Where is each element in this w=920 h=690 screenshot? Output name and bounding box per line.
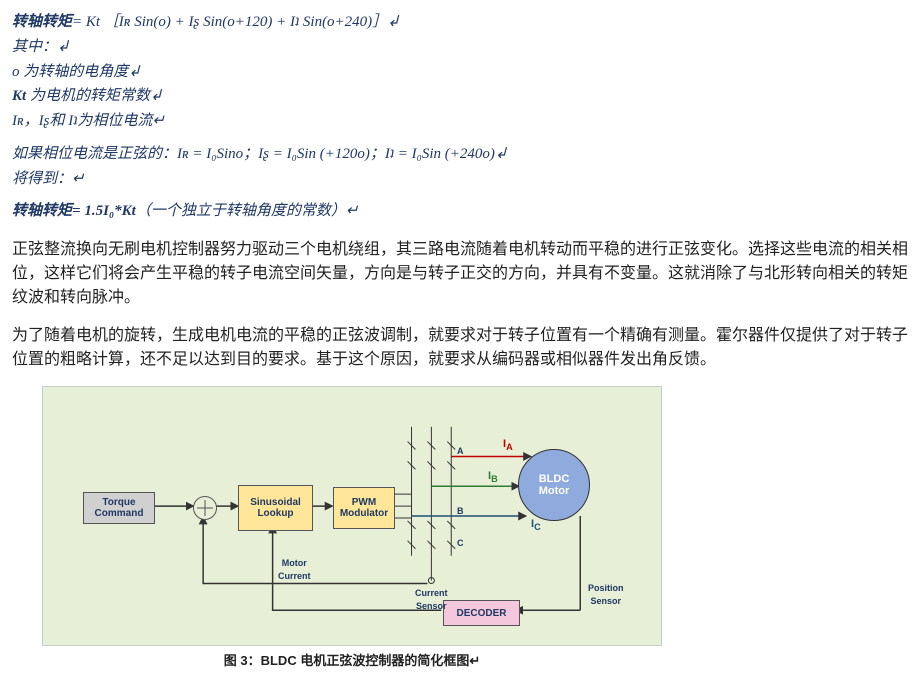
formula-result-bold: = 1.5I₀*Kt <box>72 203 136 219</box>
formula-l2-rest: 为电机的转矩常数↲ <box>26 88 162 104</box>
label-position-sensor: Position Sensor <box>588 582 624 607</box>
formula-l5: 将得到：↵ <box>12 167 908 192</box>
formula-l1: o 为转轴的电角度↲ <box>12 60 908 85</box>
block-pwm-modulator: PWM Modulator <box>333 487 395 529</box>
formula-title: 转轴转矩 <box>12 14 72 30</box>
figure-caption: 图 3：BLDC 电机正弦波控制器的简化框图↵ <box>42 652 662 670</box>
label-ia: IA <box>503 437 513 454</box>
formula-block: 转轴转矩= Kt ［Iʀ Sin(o) + Iʂ Sin(o+120) + Iʇ… <box>12 10 908 224</box>
block-torque-command: Torque Command <box>83 492 155 524</box>
formula-result-note: （一个独立于转轴角度的常数）↵ <box>136 203 359 219</box>
label-phase-c: C <box>457 537 464 550</box>
label-phase-a: A <box>457 445 464 458</box>
summing-junction <box>193 496 217 520</box>
block-sinusoidal-lookup: Sinusoidal Lookup <box>238 485 313 531</box>
bldc-motor: BLDC Motor <box>518 449 590 521</box>
label-ib: IB <box>488 469 498 486</box>
formula-eq1: = Kt ［Iʀ Sin(o) + Iʂ Sin(o+120) + Iʇ Sin… <box>72 14 400 30</box>
paragraph-1: 正弦整流换向无刷电机控制器努力驱动三个电机绕组，其三路电流随着电机转动而平稳的进… <box>12 238 908 310</box>
label-ic: IC <box>531 517 541 534</box>
label-phase-b: B <box>457 505 464 518</box>
formula-l3: Iʀ，Iʂ和 Iʇ为相位电流↵ <box>12 109 908 134</box>
label-current-sensor: Current Sensor <box>415 587 448 612</box>
formula-l2-prefix: Kt <box>12 88 26 104</box>
label-motor-current: Motor Current <box>278 557 311 582</box>
bldc-diagram: Torque Command Sinusoidal Lookup PWM Mod… <box>42 386 662 646</box>
formula-where: 其中：↲ <box>12 35 908 60</box>
block-decoder: DECODER <box>443 600 520 626</box>
diagram-container: Torque Command Sinusoidal Lookup PWM Mod… <box>42 386 908 670</box>
formula-result-prefix: 转轴转矩 <box>12 203 72 219</box>
paragraph-2: 为了随着电机的旋转，生成电机电流的平稳的正弦波调制，就要求对于转子位置有一个精确… <box>12 324 908 372</box>
formula-l4: 如果相位电流是正弦的：Iʀ = I₀Sino；Iʂ = I₀Sin (+120o… <box>12 142 908 167</box>
